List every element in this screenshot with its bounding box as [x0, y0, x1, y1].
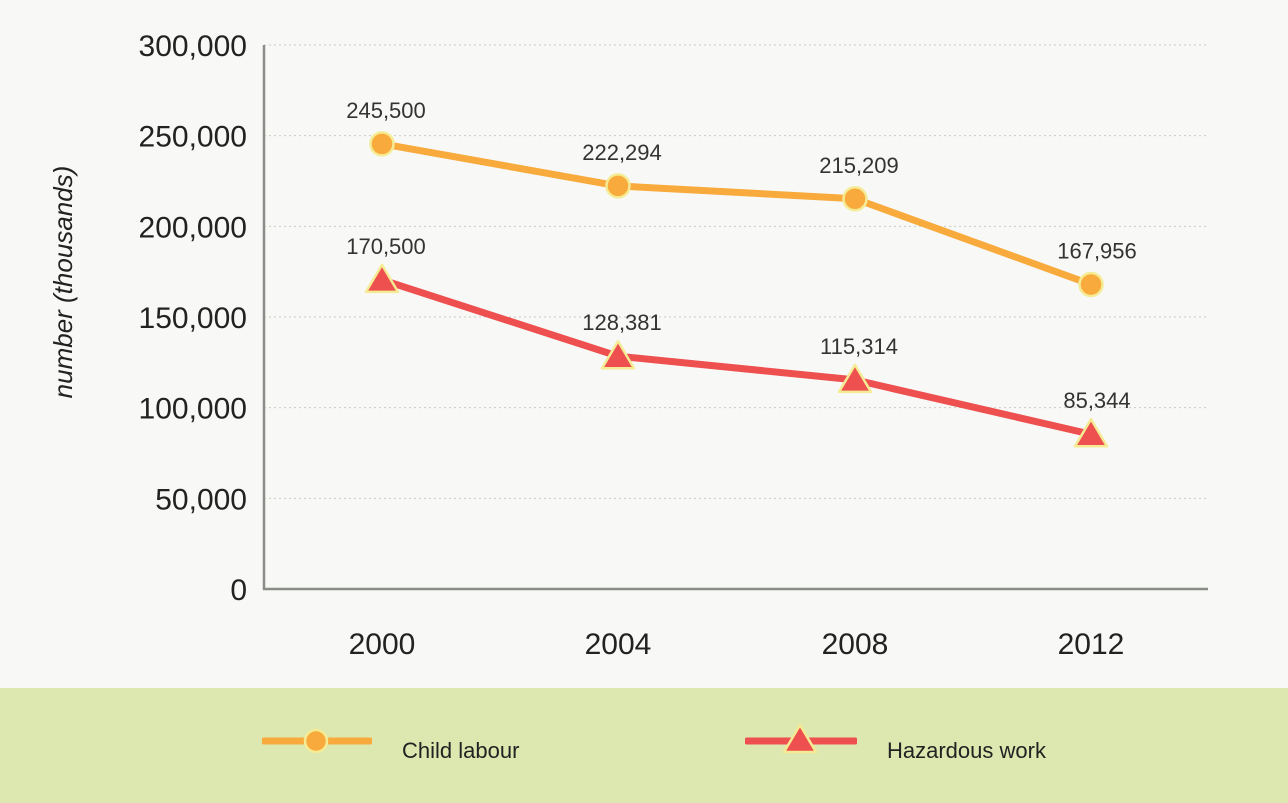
x-tick-labels: 2000 2004 2008 2012 — [349, 628, 1125, 661]
data-point — [605, 173, 631, 199]
data-point — [837, 363, 873, 394]
y-tick-label: 0 — [230, 574, 247, 607]
legend-swatch-triangle-icon — [745, 723, 857, 754]
chart-svg: 0 50,000 100,000 150,000 200,000 250,000 300,0… — [48, 30, 1208, 661]
series-group: 245,500 222,294 215,209 167,956 170,500 128,3… — [346, 98, 1137, 448]
legend-swatch-circle-icon — [262, 728, 372, 754]
series-line — [378, 276, 1095, 438]
axes — [262, 45, 1208, 591]
legend: Child labour Hazardous work — [0, 688, 1288, 803]
data-label: 128,381 — [582, 310, 662, 335]
y-tick-label: 150,000 — [139, 302, 247, 335]
x-tick-label: 2000 — [349, 628, 416, 661]
data-label: 222,294 — [582, 140, 662, 165]
y-tick-label: 50,000 — [155, 483, 247, 516]
legend-label: Hazardous work — [887, 738, 1046, 763]
x-tick-label: 2008 — [822, 628, 889, 661]
y-tick-label: 200,000 — [139, 211, 247, 244]
y-tick-label: 100,000 — [139, 393, 247, 426]
series-child-labour: 245,500 222,294 215,209 167,956 — [346, 98, 1137, 298]
data-label: 245,500 — [346, 98, 426, 123]
x-tick-label: 2004 — [585, 628, 652, 661]
y-tick-label: 300,000 — [139, 30, 247, 63]
series-hazardous-work: 170,500 128,381 115,314 85,344 — [346, 234, 1131, 448]
y-tick-labels: 0 50,000 100,000 150,000 200,000 250,000 300,0… — [139, 30, 247, 607]
data-point — [369, 131, 395, 157]
data-point — [600, 339, 636, 370]
data-point — [1073, 417, 1109, 448]
data-label: 215,209 — [819, 153, 899, 178]
y-axis-title: number (thousands) — [48, 166, 78, 399]
data-label: 170,500 — [346, 234, 426, 259]
y-tick-label: 250,000 — [139, 121, 247, 154]
x-tick-label: 2012 — [1058, 628, 1125, 661]
data-label: 167,956 — [1057, 238, 1137, 263]
data-point — [364, 263, 400, 294]
line-chart: 0 50,000 100,000 150,000 200,000 250,000 300,0… — [48, 30, 1208, 661]
grid-lines — [264, 44, 1208, 499]
legend-label: Child labour — [402, 738, 520, 763]
data-label: 85,344 — [1063, 388, 1130, 413]
data-point — [842, 186, 868, 212]
data-label: 115,314 — [820, 334, 898, 359]
series-line — [378, 140, 1095, 288]
data-point — [1078, 271, 1104, 298]
